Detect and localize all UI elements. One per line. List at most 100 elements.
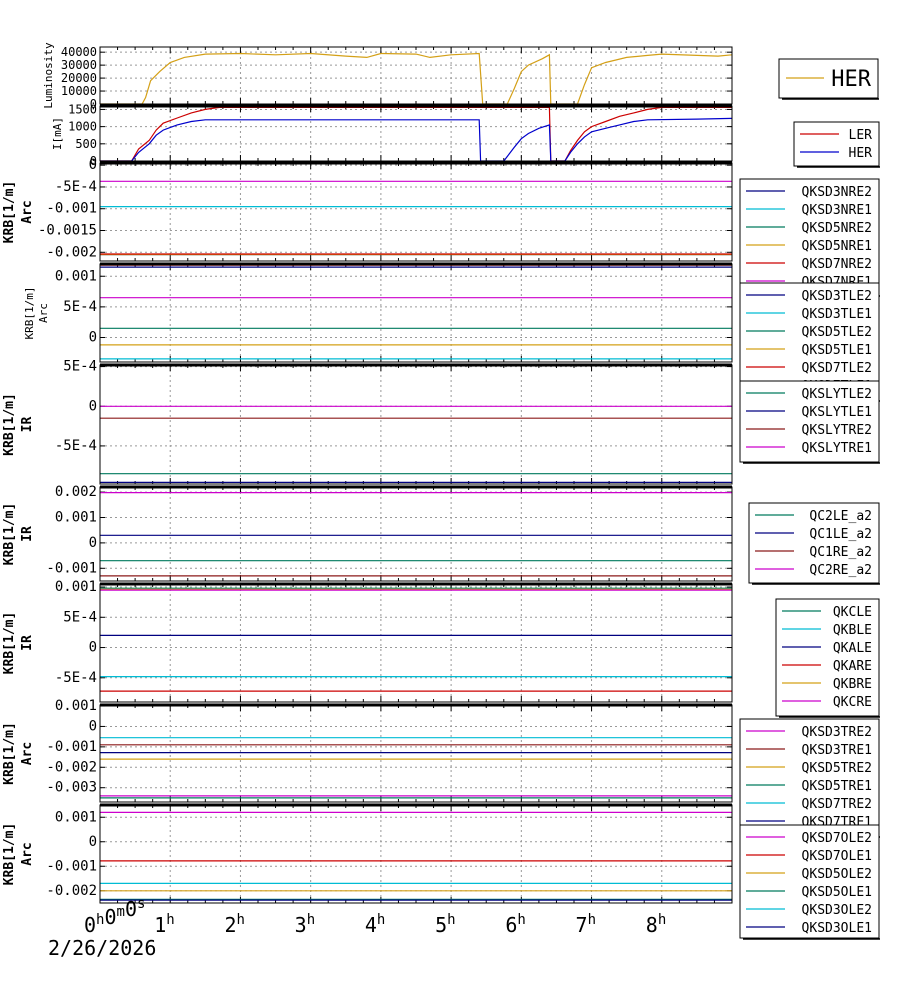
legend-label: QKSD3OLE1 <box>802 921 872 936</box>
y-axis-label: Arc <box>20 200 35 223</box>
legend-box <box>793 121 880 167</box>
y-axis-label: Luminosity <box>42 42 55 109</box>
y-tick-label: 5E-4 <box>63 359 97 375</box>
y-axis-label: KRB[1/m] <box>23 287 36 340</box>
panel-arc_ole: 0.001 0 -0.001 -0.002 KRB[1/m] Arc <box>2 803 733 904</box>
y-tick-label: 0 <box>89 157 97 173</box>
panel-current: 0 500 1000 1500 I[mA] <box>51 102 733 168</box>
legend-label: QKARE <box>833 659 872 674</box>
x-tick-label: 6h <box>505 912 525 937</box>
legend-label: QKSD5NRE2 <box>802 221 872 236</box>
legend-ir_qc: QC2LE_a2 QC1LE_a2 QC1RE_a2 QC2RE_a2 <box>748 502 880 585</box>
legend-box <box>775 598 880 717</box>
y-axis-label: IR <box>20 417 35 433</box>
y-tick-label: 5E-4 <box>63 299 97 315</box>
x-tick-text: 6h <box>505 912 525 937</box>
y-axis-label: Arc <box>20 842 35 865</box>
legend-label: QKSD7OLE2 <box>802 831 872 846</box>
legend-label: QKSD7TRE2 <box>802 797 872 812</box>
y-tick-label: 0 <box>89 640 97 656</box>
y-tick-label: 500 <box>75 137 97 151</box>
y-tick-label: 0 <box>89 834 97 850</box>
date-label: 2/26/2026 <box>48 936 156 960</box>
legend-luminosity: HER <box>778 58 879 100</box>
legend-label: LER <box>849 128 873 143</box>
x-tick-text: 5h <box>435 912 455 937</box>
legend-label: QKALE <box>833 641 872 656</box>
legend-label: QKSLYTRE2 <box>802 423 872 438</box>
legend-label: QKSD5OLE2 <box>802 867 872 882</box>
legend-label: QC2LE_a2 <box>809 509 872 524</box>
y-axis-label: I[mA] <box>51 117 64 150</box>
y-tick-label: 0 <box>89 535 97 551</box>
panel-ir_qk: 0.001 5E-4 0 -5E-4 KRB[1/m] IR <box>2 579 733 703</box>
y-tick-label: 30000 <box>61 58 97 72</box>
legend-label: QKSD3TLE2 <box>802 289 872 304</box>
y-tick-label: 0 <box>90 154 97 168</box>
y-tick-label: -5E-4 <box>55 670 97 686</box>
legend-label: QKCRE <box>833 695 872 710</box>
legend-label: QKSLYTLE1 <box>802 405 872 420</box>
legend-current: LER HER <box>793 121 880 168</box>
x-tick-label: 2h <box>224 912 244 937</box>
x-tick-label: 7h <box>576 912 596 937</box>
x-tick-label: 1h <box>154 912 174 937</box>
y-axis-label: Arc <box>20 742 35 765</box>
x-tick-label: 5h <box>435 912 455 937</box>
legend-label: QKSD5TLE2 <box>802 325 872 340</box>
y-tick-label: 0.001 <box>55 509 97 525</box>
legend-box <box>739 718 880 837</box>
legend-label: QKBLE <box>833 623 872 638</box>
plot-frame <box>99 162 733 262</box>
legend-label: QKSLYTRE1 <box>802 441 872 456</box>
plot-frame <box>99 364 733 485</box>
y-axis-label: KRB[1/m] <box>2 612 17 675</box>
series-her-line <box>100 52 733 105</box>
plot-frame <box>99 46 733 105</box>
y-tick-label: -5E-4 <box>55 179 97 195</box>
legend-box <box>739 178 880 296</box>
y-tick-label: 0 <box>89 718 97 734</box>
legend-label: QKSD3TRE1 <box>802 743 872 758</box>
y-axis-label: KRB[1/m] <box>2 823 17 886</box>
legend-label: QKSD5TLE1 <box>802 343 872 358</box>
y-tick-label: 0.001 <box>55 698 97 714</box>
legend-label: QKSD5TRE1 <box>802 779 872 794</box>
y-tick-label: -0.001 <box>46 739 97 755</box>
y-tick-label: -0.0015 <box>38 223 97 239</box>
legend-label: QKSD3NRE1 <box>802 203 872 218</box>
legend-label: QKSD3NRE2 <box>802 185 872 200</box>
legend-label: HER <box>849 146 873 161</box>
plot-frame <box>99 263 733 363</box>
legend-label: QKSD3OLE2 <box>802 903 872 918</box>
legend-label: QC2RE_a2 <box>809 563 872 578</box>
y-tick-label: 0 <box>90 97 97 111</box>
legend-label: QKSD7NRE2 <box>802 257 872 272</box>
y-tick-label: -0.002 <box>46 883 97 899</box>
y-tick-label: 0.001 <box>55 268 97 284</box>
y-tick-label: -0.001 <box>46 858 97 874</box>
legend-ir_qk: QKCLE QKBLE QKALE QKARE QKBRE QKCRE <box>775 598 880 718</box>
y-tick-label: 0.002 <box>55 484 97 500</box>
legend-label: QKBRE <box>833 677 872 692</box>
legend-label: QKCLE <box>833 605 872 620</box>
series-ler-line <box>100 106 732 162</box>
legend-label: QKSD3TLE1 <box>802 307 872 322</box>
x-tick-label: 4h <box>365 912 385 937</box>
y-axis-label: KRB[1/m] <box>2 722 17 785</box>
plot-frame <box>99 105 733 162</box>
legend-label: QKSD5NRE1 <box>802 239 872 254</box>
legend-label: QKSLYTLE2 <box>802 387 872 402</box>
y-axis-label: KRB[1/m] <box>2 393 17 456</box>
y-tick-label: -0.002 <box>46 759 97 775</box>
legend-arc_re: QKSD3NRE2 QKSD3NRE1 QKSD5NRE2 QKSD5NRE1 QKSD… <box>739 178 880 297</box>
legend-label: QKSD5OLE1 <box>802 885 872 900</box>
y-axis-label: IR <box>20 526 35 542</box>
y-tick-label: 0 <box>89 398 97 414</box>
y-tick-label: 5E-4 <box>63 609 97 625</box>
x-tick-text: 2h <box>224 912 244 937</box>
y-tick-label: 10000 <box>61 84 97 98</box>
y-tick-label: -0.001 <box>46 201 97 217</box>
panel-arc_tre: 0.001 0 -0.001 -0.002 -0.003 KRB[1/m] Arc <box>2 698 733 803</box>
